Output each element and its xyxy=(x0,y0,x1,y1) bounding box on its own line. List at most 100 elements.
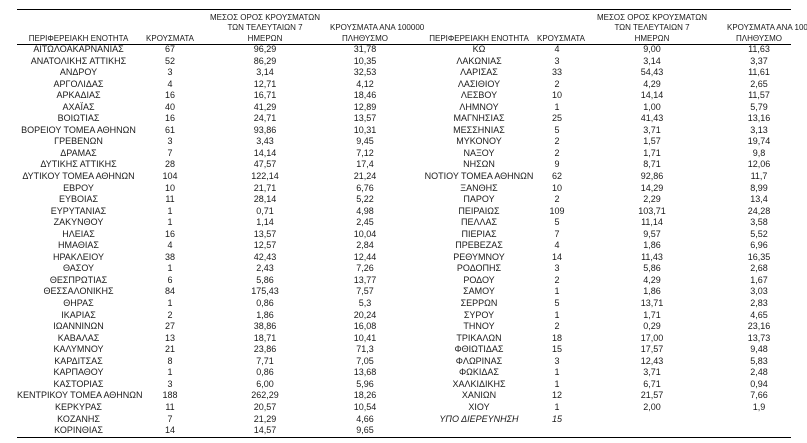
cases-cell: 104 xyxy=(162,171,178,182)
region-cell: ΛΕΣΒΟΥ xyxy=(460,90,498,101)
table-row: ΣΕΡΡΩΝ 5 13,71 2,83 xyxy=(421,298,791,310)
region-cell: ΘΕΣΠΡΩΤΙΑΣ xyxy=(49,274,108,285)
cases-per-100k-cell: 12,06 xyxy=(747,159,771,170)
cases-per-100k-cell: 13,16 xyxy=(747,113,771,124)
avg7-cases-cell: 1,86 xyxy=(643,240,661,251)
region-cell: ΡΕΘΥΜΝΟΥ xyxy=(453,251,505,262)
table-row: ΠΙΕΡΙΑΣ 7 9,57 5,52 xyxy=(421,229,791,241)
avg7-cases-cell: 13,71 xyxy=(640,298,664,309)
avg7-cases-cell: 0,86 xyxy=(256,298,274,309)
header-cases-label: ΚΡΟΥΣΜΑΤΑ xyxy=(146,33,194,43)
cases-cell: 2 xyxy=(554,194,560,205)
avg7-cases-cell: 41,43 xyxy=(640,113,664,124)
cases-per-100k-cell: 4,65 xyxy=(750,309,768,320)
header-avg7-line2: ΤΩΝ ΤΕΛΕΥΤΑΙΩΝ 7 xyxy=(227,23,303,32)
header-avg7-line1: ΜΕΣΟΣ ΟΡΟΣ ΚΡΟΥΣΜΑΤΩΝ xyxy=(596,12,708,22)
table-row: ΚΟΖΑΝΗΣ 7 21,29 4,66 xyxy=(17,414,400,426)
column-header-avg7: ΜΕΣΟΣ ΟΡΟΣ ΚΡΟΥΣΜΑΤΩΝ ΤΩΝ ΤΕΛΕΥΤΑΙΩΝ 7 Η… xyxy=(200,13,330,45)
table-row: ΝΑΞΟΥ 2 1,71 9,8 xyxy=(421,148,791,160)
avg7-cases-cell: 1,71 xyxy=(643,309,661,320)
cases-cell: 21 xyxy=(164,344,175,355)
top-rule xyxy=(17,9,791,10)
cases-per-100k-cell: 21,24 xyxy=(353,171,377,182)
region-cell: ΕΒΡΟΥ xyxy=(63,182,94,193)
region-cell: ΤΡΙΚΑΛΩΝ xyxy=(456,332,502,343)
table-row: ΚΑΛΥΜΝΟΥ 21 23,86 71,3 xyxy=(17,344,400,356)
cases-cell: 27 xyxy=(164,321,175,332)
cases-per-100k-cell: 4,98 xyxy=(356,205,374,216)
avg7-cases-cell: 18,71 xyxy=(253,332,277,343)
column-header-region: ΠΕΡΙΦΕΡΕΙΑΚΗ ΕΝΟΤΗΤΑ xyxy=(17,34,140,45)
cases-cell: 61 xyxy=(164,124,175,135)
table-row: ΔΥΤΙΚΗΣ ΑΤΤΙΚΗΣ 28 47,57 17,4 xyxy=(17,159,400,171)
cases-cell: 3 xyxy=(554,355,560,366)
avg7-cases-cell: 3,14 xyxy=(256,67,274,78)
table-row: ΣΑΜΟΥ 1 1,86 3,03 xyxy=(421,286,791,298)
avg7-cases-cell: 2,29 xyxy=(643,194,661,205)
cases-cell: 2 xyxy=(554,78,560,89)
cases-cell: 188 xyxy=(162,390,178,401)
region-cell: ΚΩ xyxy=(472,44,486,54)
cases-cell: 1 xyxy=(167,217,173,228)
cases-cell: 2 xyxy=(554,136,560,147)
avg7-cases-cell: 24,71 xyxy=(253,113,277,124)
cases-cell: 1 xyxy=(554,309,560,320)
header-region-label: ΠΕΡΙΦΕΡΕΙΑΚΗ ΕΝΟΤΗΤΑ xyxy=(429,33,529,43)
table-row: ΗΜΑΘΙΑΣ 4 12,57 2,84 xyxy=(17,240,400,252)
cases-cell: 2 xyxy=(554,147,560,158)
table-row: ΒΟΡΕΙΟΥ ΤΟΜΕΑ ΑΘΗΝΩΝ 61 93,86 10,31 xyxy=(17,125,400,137)
cases-per-100k-cell: 3,58 xyxy=(750,217,768,228)
avg7-cases-cell: 3,14 xyxy=(643,55,661,66)
avg7-cases-cell: 175,43 xyxy=(251,286,279,297)
cases-per-100k-cell: 11,57 xyxy=(748,90,770,101)
cases-per-100k-cell: 10,41 xyxy=(353,332,377,343)
cases-cell: 5 xyxy=(554,217,560,228)
avg7-cases-cell: 86,29 xyxy=(253,55,277,66)
cases-per-100k-cell: 31,78 xyxy=(353,44,377,54)
table-row: ΛΗΜΝΟΥ 1 1,00 5,79 xyxy=(421,102,791,114)
header-avg7-line1: ΜΕΣΟΣ ΟΡΟΣ ΚΡΟΥΣΜΑΤΩΝ xyxy=(209,12,321,22)
cases-cell: 2 xyxy=(554,274,560,285)
region-cell: ΚΕΝΤΡΙΚΟΥ ΤΟΜΕΑ ΑΘΗΝΩΝ xyxy=(17,390,143,401)
cases-per-100k-cell: 5,22 xyxy=(356,194,374,205)
cases-per-100k-cell: 17,4 xyxy=(356,159,374,170)
table-row: ΔΡΑΜΑΣ 7 14,14 7,12 xyxy=(17,148,400,160)
table-row: ΡΟΔΟΥ 2 4,29 1,67 xyxy=(421,275,791,287)
region-cell: ΜΕΣΣΗΝΙΑΣ xyxy=(453,124,505,135)
cases-cell: 1 xyxy=(554,367,560,378)
table-row: ΜΥΚΟΝΟΥ 2 1,57 19,74 xyxy=(421,136,791,148)
region-cell: ΕΥΒΟΙΑΣ xyxy=(58,194,99,205)
region-cell: ΗΛΕΙΑΣ xyxy=(62,228,95,239)
cases-per-100k-cell: 9,8 xyxy=(752,147,766,158)
header-per100k-line1: ΚΡΟΥΣΜΑΤΑ ΑΝΑ 100000 xyxy=(727,23,807,32)
cases-cell: 16 xyxy=(164,113,175,124)
cases-per-100k-cell: 9,45 xyxy=(356,136,374,147)
avg7-cases-cell: 0,86 xyxy=(256,367,274,378)
cases-per-100k-cell: 13,4 xyxy=(750,194,768,205)
avg7-cases-cell: 0,29 xyxy=(643,321,661,332)
table-row: ΡΕΘΥΜΝΟΥ 14 11,43 16,35 xyxy=(421,252,791,264)
cases-cell: 16 xyxy=(164,90,175,101)
cases-per-100k-cell: 4,12 xyxy=(356,78,374,89)
cases-cell: 3 xyxy=(554,263,560,274)
avg7-cases-cell: 93,86 xyxy=(253,124,277,135)
cases-cell: 4 xyxy=(167,240,173,251)
table-row: ΕΥΡΥΤΑΝΙΑΣ 1 0,71 4,98 xyxy=(17,206,400,218)
region-cell: ΛΗΜΝΟΥ xyxy=(459,101,499,112)
header-rule xyxy=(17,44,791,45)
region-cell: ΑΧΑΪΑΣ xyxy=(62,101,95,112)
region-cell: ΒΟΡΕΙΟΥ ΤΟΜΕΑ ΑΘΗΝΩΝ xyxy=(21,124,136,135)
cases-per-100k-cell: 19,74 xyxy=(747,136,771,147)
cases-cell: 1 xyxy=(167,298,173,309)
cases-per-100k-cell: 9,65 xyxy=(356,425,374,436)
column-header-per100k: ΚΡΟΥΣΜΑΤΑ ΑΝΑ 100000 ΠΛΗΘΥΣΜΟ xyxy=(727,23,807,44)
cases-cell: 7 xyxy=(167,147,173,158)
region-cell: ΧΑΝΙΩΝ xyxy=(461,390,497,401)
region-cell: ΕΥΡΥΤΑΝΙΑΣ xyxy=(50,205,107,216)
cases-per-100k-cell: 10,54 xyxy=(353,401,377,412)
avg7-cases-cell: 1,71 xyxy=(643,147,661,158)
table-left-body: ΑΙΤΩΛΟΑΚΑΡΝΑΝΙΑΣ 67 96,29 31,78 ΑΝΑΤΟΛΙΚΗΣ Α… xyxy=(17,44,400,437)
cases-per-100k-cell: 5,3 xyxy=(358,298,372,309)
cases-cell: 1 xyxy=(554,378,560,389)
cases-per-100k-cell: 32,53 xyxy=(353,67,377,78)
